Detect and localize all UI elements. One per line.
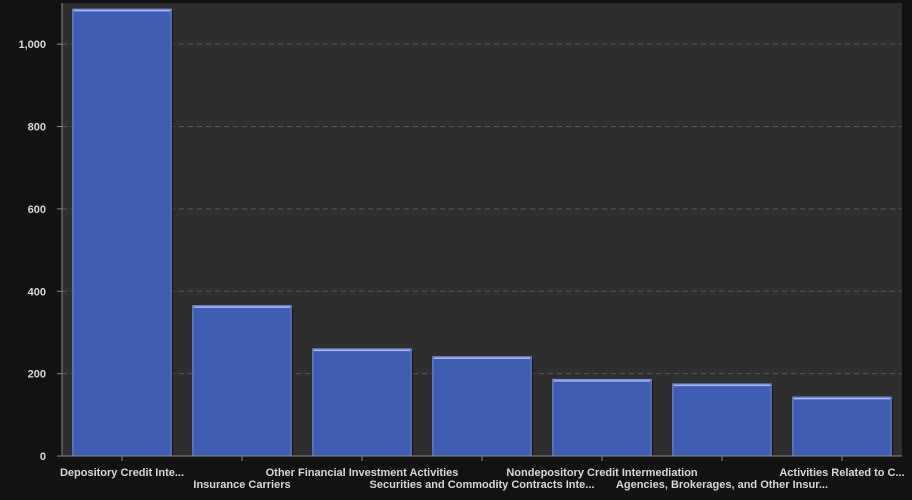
x-tick-label: Depository Credit Inte... [60,467,184,479]
bar[interactable] [192,305,294,457]
bar[interactable] [792,396,894,457]
bar[interactable] [312,348,414,457]
bar-body [72,8,172,457]
y-tick-label: 0 [40,451,46,463]
x-tick-label: Other Financial Investment Activities [266,467,459,479]
bar[interactable] [432,356,534,457]
x-tick-labels: Depository Credit Inte... Insurance Carri… [60,456,905,491]
y-tick-label: 1,000 [18,39,46,51]
bar-body [672,383,772,457]
y-tick-label: 800 [28,122,46,134]
bar-body [192,305,292,457]
bar[interactable] [672,383,774,457]
x-tick-label: Activities Related to C... [779,467,904,479]
x-tick-label: Agencies, Brokerages, and Other Insur... [616,479,828,491]
x-tick-label: Securities and Commodity Contracts Inte.… [370,479,595,491]
y-tick-label: 200 [28,369,46,381]
bar[interactable] [552,378,654,457]
x-tick-label: Nondepository Credit Intermediation [506,467,698,479]
bar-body [792,396,892,457]
x-tick-label: Insurance Carriers [193,479,290,491]
bar-body [432,356,532,457]
y-tick-labels: 0 200 400 600 800 1,000 [18,39,46,463]
bar-body [552,378,652,457]
bar-body [312,348,412,457]
y-tick-label: 600 [28,204,46,216]
bars [72,8,894,457]
bar[interactable] [72,8,174,457]
y-tick-label: 400 [28,286,46,298]
